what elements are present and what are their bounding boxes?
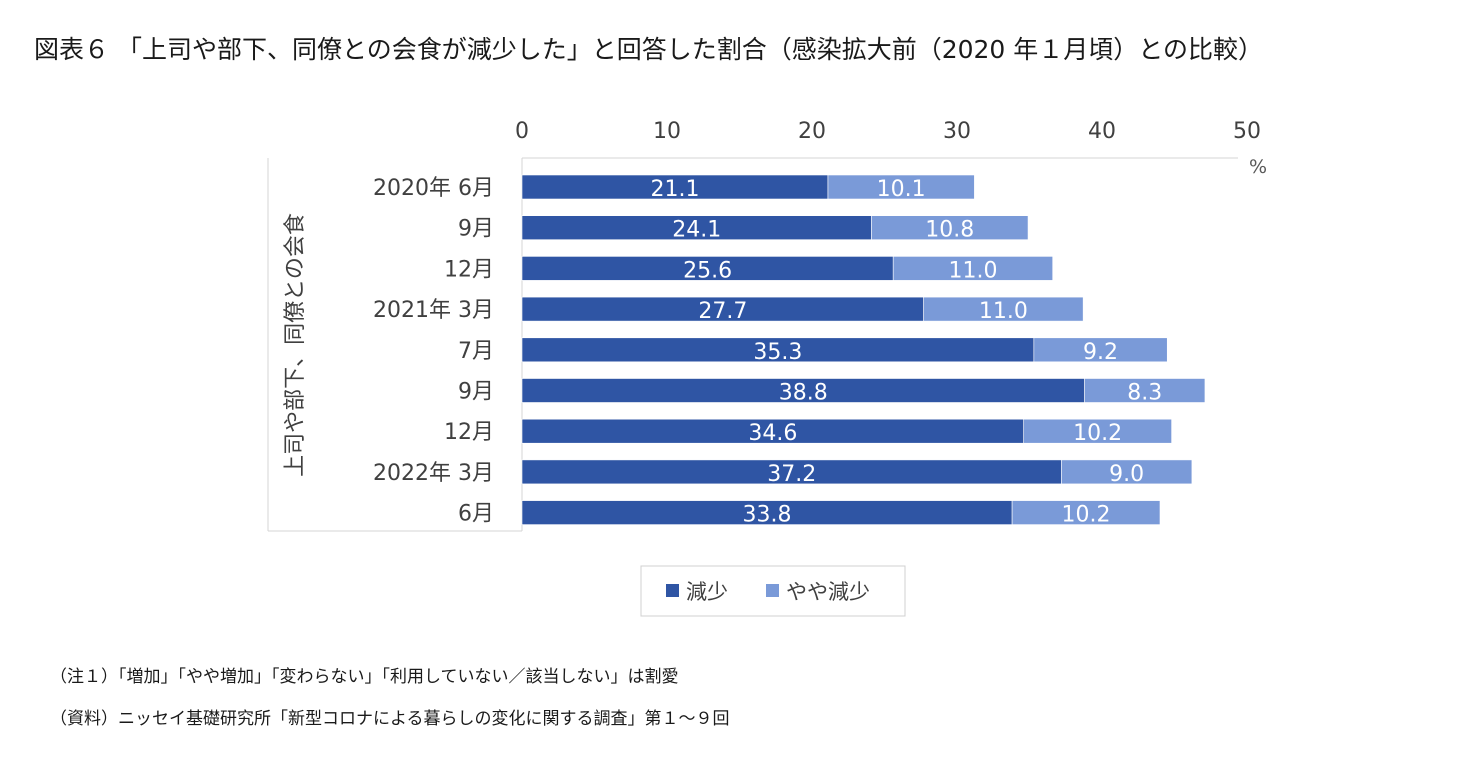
bar-segment xyxy=(521,418,1025,444)
data-label: 10.2 xyxy=(1073,421,1122,446)
bar-segment xyxy=(827,174,975,200)
category-label: 2022年 3月 xyxy=(373,461,494,486)
bar-segment xyxy=(1011,500,1161,525)
stacked-bar-chart: 0 10 20 30 40 50% 上司や部下、同僚との会食 2020年 6月 9月 12月 202… xyxy=(267,119,1267,617)
bar-segment xyxy=(892,256,1054,281)
footnote-note: （注１）「増加」「やや増加」「変わらない」「利用していない／該当しない」は割愛 xyxy=(50,667,679,687)
bar-segment xyxy=(923,296,1084,322)
data-label: 9.0 xyxy=(1109,462,1144,487)
x-tick-label: 50 xyxy=(1233,119,1261,144)
x-tick-label: 30 xyxy=(943,119,971,144)
footnote-source: （資料）ニッセイ基礎研究所「新型コロナによる暮らしの変化に関する調査」第１～９回 xyxy=(50,709,730,729)
legend-swatch xyxy=(766,584,779,597)
data-label: 8.3 xyxy=(1127,381,1162,406)
category-label: 9月 xyxy=(458,217,494,242)
bar-segment xyxy=(521,337,1035,363)
bar-segment xyxy=(1084,378,1206,403)
bar-segment xyxy=(521,459,1062,485)
category-label: 12月 xyxy=(444,420,494,445)
data-label: 25.6 xyxy=(683,258,732,283)
bar-segment xyxy=(521,174,829,200)
y-axis-title: 上司や部下、同僚との会食 xyxy=(283,213,308,477)
data-label: 34.6 xyxy=(748,421,797,446)
data-label: 9.2 xyxy=(1083,340,1118,365)
bar-segment xyxy=(1023,418,1172,444)
bar-segment xyxy=(871,215,1029,240)
data-label: 11.0 xyxy=(948,258,997,283)
x-tick-label: 10 xyxy=(653,119,681,144)
x-tick-label: 0 xyxy=(515,119,529,144)
x-unit-label: % xyxy=(1249,156,1267,178)
data-label: 35.3 xyxy=(753,340,802,365)
bar-segment xyxy=(1033,337,1168,363)
category-label: 12月 xyxy=(444,257,494,282)
x-tick-label: 40 xyxy=(1088,119,1116,144)
category-label: 2021年 3月 xyxy=(373,298,494,323)
data-label: 10.2 xyxy=(1062,503,1111,528)
category-label: 9月 xyxy=(458,380,494,405)
bar-segment xyxy=(521,256,894,281)
data-label: 21.1 xyxy=(650,177,699,202)
bar-segment xyxy=(521,500,1013,525)
data-label: 24.1 xyxy=(672,218,721,243)
category-label: 6月 xyxy=(458,502,494,527)
data-label: 38.8 xyxy=(779,381,828,406)
data-label: 10.8 xyxy=(925,218,974,243)
x-tick-label: 20 xyxy=(798,119,826,144)
legend-label: やや減少 xyxy=(786,580,870,604)
legend-label: 減少 xyxy=(686,580,728,604)
data-label: 10.1 xyxy=(877,177,926,202)
legend-swatch xyxy=(666,584,679,597)
data-label: 37.2 xyxy=(767,462,816,487)
bar-segment xyxy=(1061,459,1193,485)
bar-segment xyxy=(521,215,872,240)
data-label: 27.7 xyxy=(698,299,747,324)
chart-title: 図表６ 「上司や部下、同僚との会食が減少した」と回答した割合（感染拡大前（202… xyxy=(34,35,1264,64)
category-label: 7月 xyxy=(458,339,494,364)
data-label: 33.8 xyxy=(743,503,792,528)
data-label: 11.0 xyxy=(979,299,1028,324)
category-label: 2020年 6月 xyxy=(373,176,494,201)
bar-segment xyxy=(521,378,1085,403)
